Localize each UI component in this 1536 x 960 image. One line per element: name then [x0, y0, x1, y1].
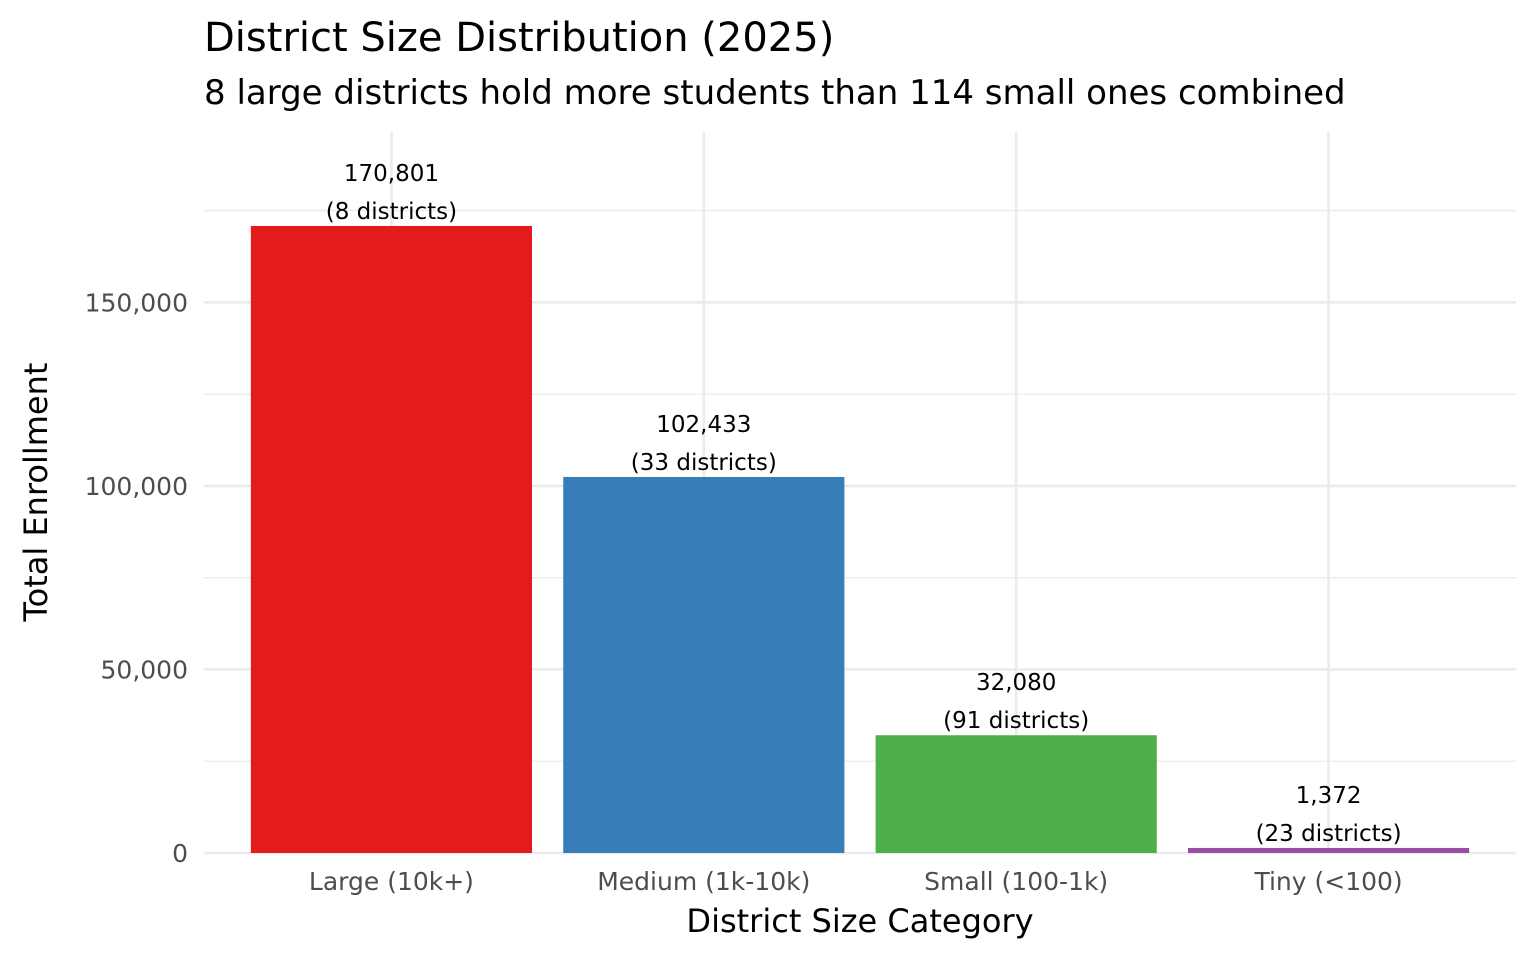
bar-2 [563, 476, 845, 853]
y-tick-label: 50,000 [101, 655, 188, 684]
x-tick-label: Small (100-1k) [924, 867, 1108, 896]
count-label: (8 districts) [326, 199, 457, 225]
value-label: 102,433 [656, 412, 751, 438]
x-tick-label: Tiny (<100) [1253, 867, 1402, 896]
x-tick-label: Medium (1k-10k) [597, 867, 810, 896]
x-axis-title: District Size Category [686, 902, 1033, 940]
x-tick-label: Large (10k+) [309, 867, 474, 896]
chart-title: District Size Distribution (2025) [204, 15, 834, 61]
y-axis-title: Total Enrollment [17, 363, 55, 623]
bar-4 [1188, 847, 1470, 853]
chart-subtitle: 8 large districts hold more students tha… [204, 73, 1346, 113]
count-label: (23 districts) [1256, 821, 1402, 847]
y-tick-label: 100,000 [85, 472, 188, 501]
value-label: 32,080 [976, 670, 1056, 696]
x-axis-ticks: Large (10k+) Medium (1k-10k) Small (100-1k… [309, 867, 1403, 896]
data-labels: 170,801 (8 districts) 102,433 (33 districts… [326, 161, 1402, 847]
y-tick-label: 150,000 [85, 288, 188, 317]
y-axis-ticks: 0 50,000 100,000 150,000 [85, 288, 188, 868]
count-label: (91 districts) [943, 708, 1089, 734]
y-tick-label: 0 [172, 839, 188, 868]
count-label: (33 districts) [631, 450, 777, 476]
bars [250, 225, 1470, 854]
value-label: 170,801 [344, 161, 439, 187]
bar-1 [250, 225, 532, 854]
value-label: 1,372 [1296, 783, 1362, 809]
bar-3 [875, 735, 1157, 853]
